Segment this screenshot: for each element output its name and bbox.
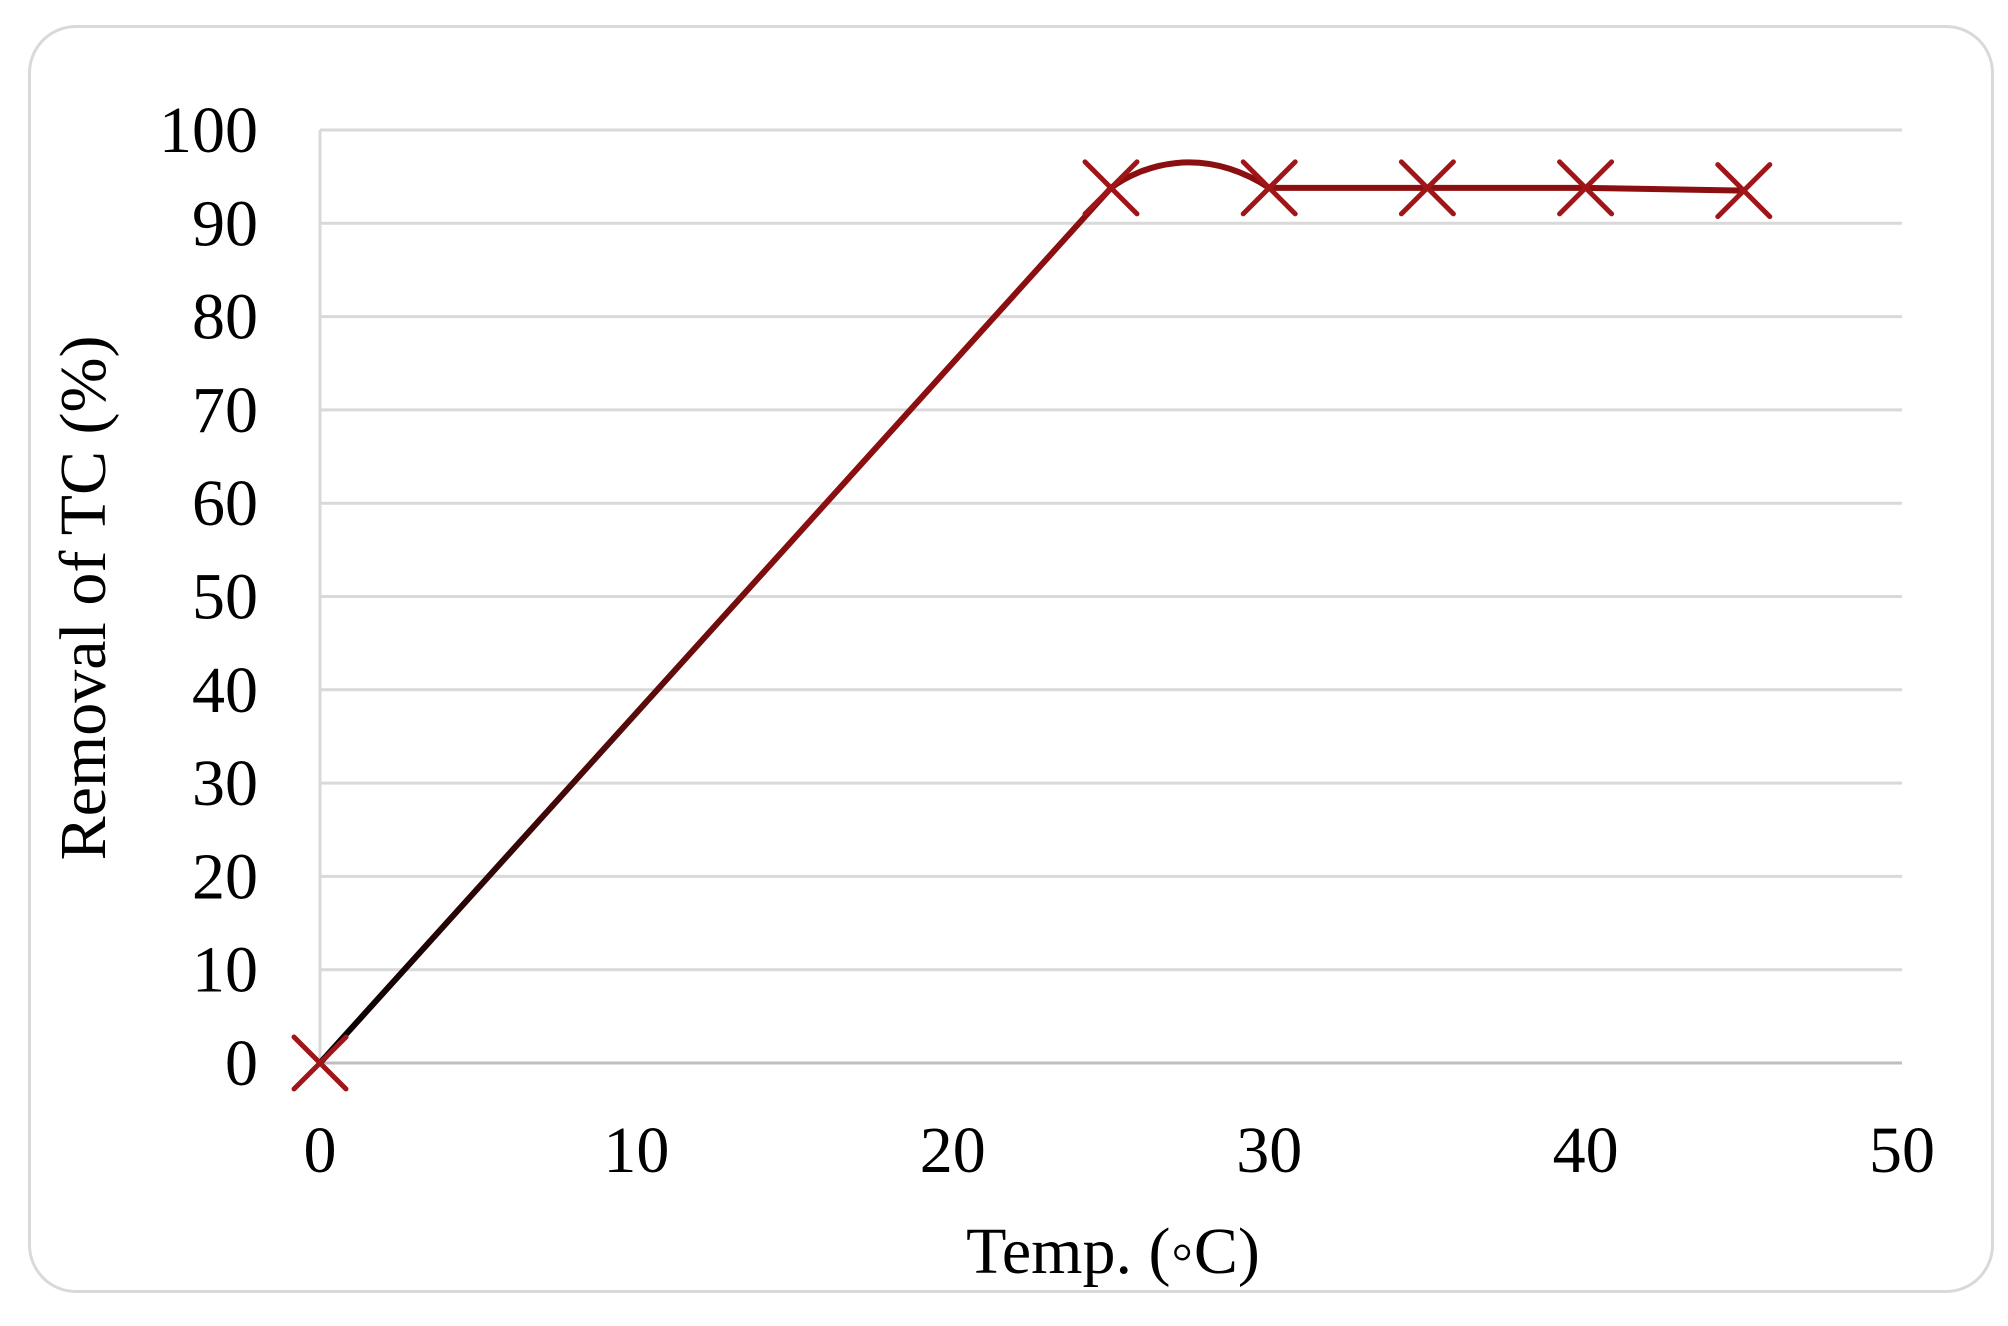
x-tick-label: 50 — [1869, 1114, 1935, 1187]
y-tick-label: 50 — [192, 561, 258, 634]
chart-frame — [28, 25, 1994, 1293]
x-tick-label: 0 — [304, 1114, 337, 1187]
data-point-marker — [1240, 159, 1298, 217]
x-axis-title: Temp. (◦C) — [966, 1215, 1260, 1288]
x-tick-label: 30 — [1236, 1114, 1302, 1187]
gridlines — [318, 128, 1902, 1065]
data-point-marker — [291, 1034, 349, 1092]
y-axis-title: Removal of TC (%) — [47, 336, 120, 861]
y-tick-label: 70 — [192, 374, 258, 447]
series-layer — [317, 159, 1747, 1066]
y-tick-label: 20 — [192, 840, 258, 913]
series-line — [317, 159, 1747, 1066]
y-tick-label: 0 — [225, 1027, 258, 1100]
y-tick-label: 10 — [192, 934, 258, 1007]
data-point-marker — [1715, 162, 1773, 220]
y-tick-label: 90 — [192, 187, 258, 260]
data-point-marker — [1082, 159, 1140, 217]
markers — [291, 159, 1773, 1092]
y-tick-label: 100 — [159, 94, 258, 167]
data-point-marker — [1557, 159, 1615, 217]
x-tick-label: 20 — [920, 1114, 986, 1187]
y-tick-label: 80 — [192, 281, 258, 354]
y-tick-label: 40 — [192, 654, 258, 727]
x-tick-label: 10 — [603, 1114, 669, 1187]
y-tick-labels: 0 10 20 30 40 50 60 70 80 90 100 — [159, 94, 258, 1100]
x-tick-labels: 0 10 20 30 40 50 — [304, 1114, 1936, 1187]
y-tick-label: 60 — [192, 467, 258, 540]
data-point-marker — [1398, 159, 1456, 217]
x-tick-label: 40 — [1553, 1114, 1619, 1187]
y-tick-label: 30 — [192, 747, 258, 820]
